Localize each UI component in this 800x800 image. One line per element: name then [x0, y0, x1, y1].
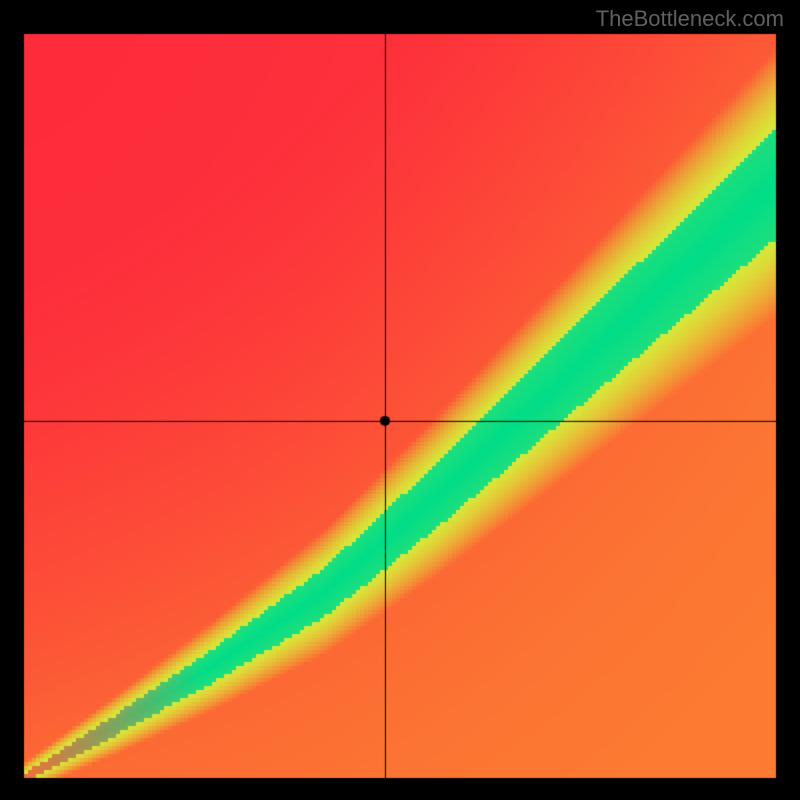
bottleneck-heatmap [0, 0, 800, 800]
chart-container: TheBottleneck.com [0, 0, 800, 800]
watermark-text: TheBottleneck.com [596, 6, 784, 32]
